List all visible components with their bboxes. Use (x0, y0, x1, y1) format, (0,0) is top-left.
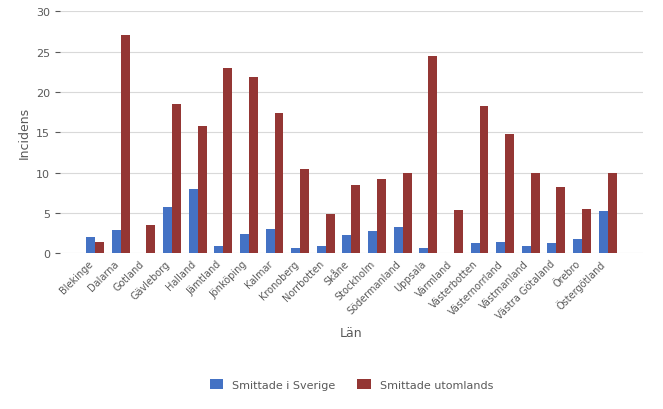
Bar (172, 105, 181, 254)
Bar (479, 106, 489, 254)
Bar (573, 239, 582, 254)
Bar (266, 229, 274, 254)
Bar (471, 243, 479, 254)
Bar (121, 36, 130, 254)
Bar (274, 114, 284, 254)
Bar (95, 242, 104, 254)
Bar (531, 174, 540, 254)
Bar (548, 243, 556, 254)
Bar (419, 249, 428, 254)
X-axis label: Län: Län (340, 326, 363, 339)
Bar (582, 209, 591, 254)
Bar (402, 174, 412, 254)
Bar (394, 228, 402, 254)
Bar (291, 249, 300, 254)
Bar (189, 189, 198, 254)
Bar (112, 230, 121, 254)
Bar (147, 225, 155, 254)
Legend: Smittade i Sverige, Smittade utomlands: Smittade i Sverige, Smittade utomlands (206, 375, 497, 395)
Y-axis label: Incidens: Incidens (17, 107, 30, 159)
Bar (607, 174, 617, 254)
Bar (249, 78, 258, 254)
Bar (599, 212, 607, 254)
Bar (522, 246, 531, 254)
Bar (505, 135, 514, 254)
Bar (454, 210, 463, 254)
Bar (368, 232, 377, 254)
Bar (428, 56, 437, 254)
Bar (300, 169, 309, 254)
Bar (377, 180, 386, 254)
Bar (223, 69, 232, 254)
Bar (556, 188, 566, 254)
Bar (326, 215, 335, 254)
Bar (240, 234, 249, 254)
Bar (214, 246, 223, 254)
Bar (342, 235, 351, 254)
Bar (351, 185, 361, 254)
Bar (163, 208, 172, 254)
Bar (86, 238, 95, 254)
Bar (317, 246, 326, 254)
Bar (496, 242, 505, 254)
Bar (198, 126, 207, 254)
